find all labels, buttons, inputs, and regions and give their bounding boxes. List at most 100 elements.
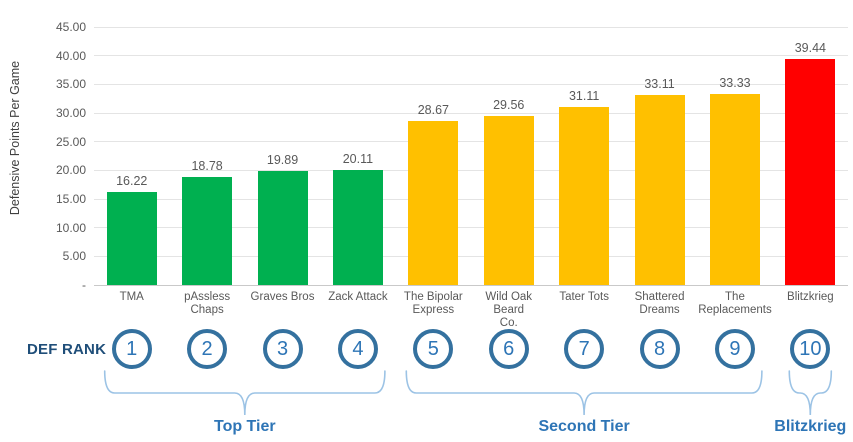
category-label: Tater Tots [559, 291, 609, 303]
gridline [94, 255, 848, 257]
bar [257, 170, 308, 285]
gridline [94, 227, 848, 229]
bar-value-label: 28.67 [417, 102, 449, 117]
rank-slot: 9 [697, 329, 772, 369]
bar [634, 95, 685, 285]
bar-value-label: 33.11 [644, 77, 675, 92]
rank-circle: 4 [337, 329, 378, 369]
bar-slot: 18.78 [169, 27, 244, 285]
y-tick-label: 45.00 [55, 20, 86, 34]
gridline [94, 141, 848, 143]
bar-value-label: 29.56 [493, 97, 525, 112]
bar-value-label: 19.89 [266, 152, 299, 167]
y-tick-label: 20.00 [55, 163, 86, 178]
bar-slot: 29.56 [471, 27, 546, 285]
rank-number: 7 [578, 338, 590, 360]
bar [408, 120, 459, 285]
rank-slot: 7 [546, 329, 621, 369]
rank-number: 10 [799, 338, 822, 360]
gridline [94, 26, 848, 28]
category-label: Blitzkrieg [787, 291, 834, 303]
bar-plot-area: 16.22 18.78 19.89 20.11 28.67 29.56 31.11 33.11… [94, 27, 848, 285]
rank-number: 4 [352, 338, 364, 360]
category-label: Wild Oak Beard Co. [485, 291, 533, 329]
bar-slot: 19.89 [245, 27, 320, 285]
bar-slot: 31.11 [546, 27, 621, 285]
category-label: The Replacements [698, 291, 772, 316]
tier-brace [103, 370, 386, 416]
rank-number: 3 [276, 338, 289, 360]
bar-value-label: 16.22 [116, 174, 148, 189]
bar-slot: 20.11 [320, 27, 395, 285]
category-label: TMA [119, 291, 144, 303]
bar-value-label: 39.44 [794, 40, 826, 55]
gridline [94, 284, 848, 286]
rank-circle-row: 1 2 3 4 5 6 7 8 9 10 [94, 329, 848, 369]
rank-circle: 9 [714, 329, 755, 369]
rank-slot: 2 [169, 329, 244, 369]
y-tick-label: 5.00 [62, 249, 86, 264]
category-axis: TMA pAssless Chaps Graves Bros Zack Attack T… [94, 291, 848, 330]
rank-circle: 7 [564, 329, 605, 369]
rank-number: 6 [503, 338, 515, 360]
category-label: Zack Attack [328, 291, 388, 303]
bar [709, 93, 760, 285]
y-tick-label: - [82, 278, 86, 292]
y-tick-label: 25.00 [55, 134, 86, 149]
tier-label: Top Tier [213, 418, 276, 435]
y-tick-label: 30.00 [55, 106, 86, 120]
bar [106, 192, 157, 285]
rank-number: 5 [427, 338, 439, 360]
tier-label: Blitzkrieg [774, 418, 847, 435]
bar-slot: 33.33 [697, 27, 772, 285]
rank-slot: 5 [396, 329, 471, 369]
y-tick-label: 15.00 [55, 192, 86, 206]
y-tick-label: 10.00 [55, 220, 86, 235]
rank-circle: 1 [111, 329, 152, 369]
bar-slot: 33.11 [622, 27, 697, 285]
gridline [94, 169, 848, 171]
rank-slot: 6 [471, 329, 546, 369]
rank-slot: 1 [94, 329, 169, 369]
rank-slot: 4 [320, 329, 395, 369]
rank-circle: 6 [488, 329, 529, 369]
y-tick-label: 35.00 [55, 77, 86, 92]
y-tick-label: 40.00 [55, 48, 86, 63]
bar [785, 58, 836, 285]
category-label: pAssless Chaps [184, 291, 231, 316]
def-rank-label: DEF RANK [27, 341, 107, 358]
rank-circle: 10 [790, 329, 831, 369]
category-label: Graves Bros [250, 291, 315, 303]
rank-circle: 2 [187, 329, 228, 369]
rank-circle: 8 [639, 329, 680, 369]
rank-circle: 5 [413, 329, 454, 369]
rank-slot: 3 [245, 329, 320, 369]
gridline [94, 198, 848, 200]
bar-value-label: 31.11 [568, 88, 600, 103]
rank-number: 2 [201, 338, 213, 360]
category-label: The Bipolar Express [403, 291, 463, 316]
bar [483, 115, 534, 285]
rank-number: 1 [126, 338, 138, 360]
bar-value-label: 20.11 [342, 151, 374, 166]
bar [559, 106, 610, 285]
gridline [94, 83, 848, 85]
bar-slot: 28.67 [396, 27, 471, 285]
rank-number: 8 [653, 338, 666, 360]
bar-slot: 39.44 [773, 27, 848, 285]
bar [332, 169, 383, 285]
bar-value-label: 18.78 [191, 159, 223, 174]
tier-label: Second Tier [538, 418, 630, 435]
bar-slot: 16.22 [94, 27, 169, 285]
gridline [94, 55, 848, 57]
rank-slot: 8 [622, 329, 697, 369]
tier-brace [405, 370, 763, 416]
gridline [94, 112, 848, 114]
tier-brace [788, 370, 833, 416]
category-label: Shattered Dreams [634, 291, 685, 316]
rank-number: 9 [729, 338, 741, 360]
y-axis-title: Defensive Points Per Game [8, 60, 22, 216]
bar-value-label: 33.33 [719, 75, 751, 90]
bar [182, 177, 233, 285]
